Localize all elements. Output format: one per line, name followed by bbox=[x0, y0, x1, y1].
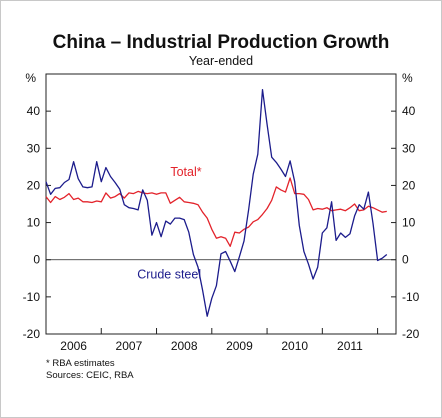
series-label-crude-steel: Crude steel bbox=[137, 267, 201, 281]
y-axis-right: -20 -10 0 10 20 30 40 bbox=[391, 104, 420, 341]
series-line-crude-steel bbox=[45, 88, 388, 317]
chart-title: China – Industrial Production Growth bbox=[52, 32, 390, 53]
footnote-estimates: * RBA estimates bbox=[46, 358, 115, 369]
x-tick-label: 2007 bbox=[116, 339, 143, 353]
y-tick-label-right: -20 bbox=[402, 327, 420, 341]
y-tick-label-left: 20 bbox=[27, 178, 41, 192]
y-tick-label-right: 20 bbox=[402, 178, 416, 192]
x-tick-label: 2011 bbox=[337, 339, 363, 353]
y-tick-label-right: -10 bbox=[402, 290, 420, 304]
plot-area bbox=[45, 73, 397, 335]
series-lines bbox=[45, 88, 388, 317]
y-axis-right-unit: % bbox=[402, 71, 413, 85]
y-tick-label-left: -10 bbox=[23, 290, 41, 304]
x-axis: 2006 2007 2008 2009 2010 2011 bbox=[60, 328, 379, 353]
y-tick-label-left: 40 bbox=[27, 104, 41, 118]
y-tick-label-right: 0 bbox=[402, 253, 409, 267]
y-axis-left: -20 -10 0 10 20 30 40 bbox=[23, 104, 51, 341]
y-axis-left-unit: % bbox=[25, 71, 36, 85]
x-tick-label: 2008 bbox=[171, 339, 198, 353]
y-tick-label-right: 10 bbox=[402, 216, 416, 230]
y-tick-label-left: 0 bbox=[33, 253, 40, 267]
y-tick-label-left: 10 bbox=[27, 216, 41, 230]
series-labels: Total* Crude steel bbox=[137, 165, 202, 281]
chart-subtitle: Year-ended bbox=[188, 54, 254, 68]
series-label-total: Total* bbox=[170, 165, 201, 179]
x-tick-label: 2006 bbox=[60, 339, 87, 353]
x-tick-label: 2009 bbox=[226, 339, 253, 353]
x-tick-label: 2010 bbox=[281, 339, 308, 353]
y-tick-label-right: 30 bbox=[402, 141, 416, 155]
y-tick-label-right: 40 bbox=[402, 104, 416, 118]
y-tick-label-left: 30 bbox=[27, 141, 41, 155]
footnote-sources: Sources: CEIC, RBA bbox=[46, 370, 134, 381]
y-tick-label-left: -20 bbox=[23, 327, 41, 341]
